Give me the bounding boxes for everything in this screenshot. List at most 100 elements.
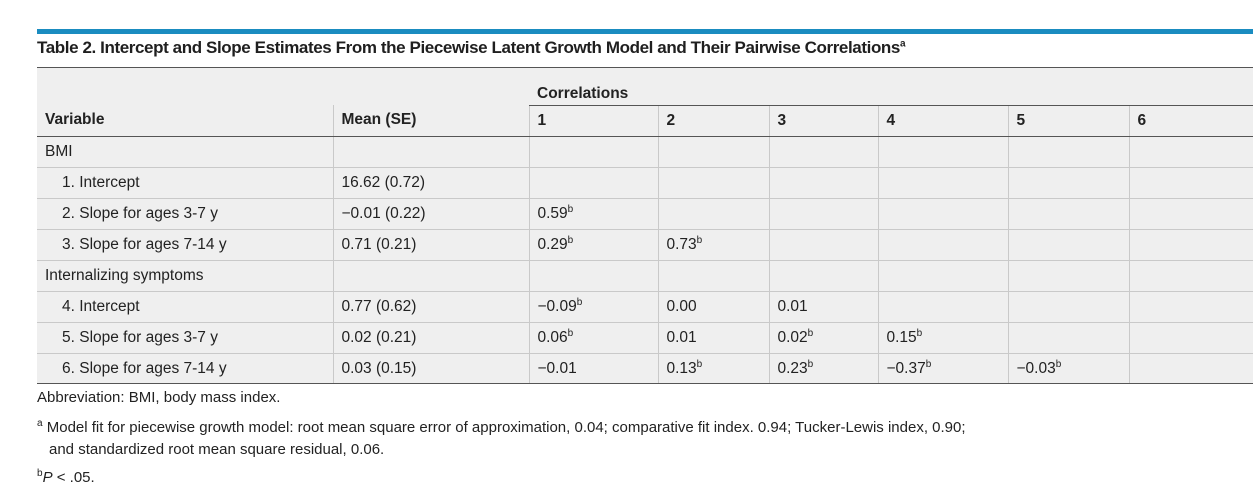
correlation-cell bbox=[1128, 228, 1254, 260]
significance-marker: b bbox=[916, 327, 923, 339]
correlation-cell bbox=[528, 166, 658, 198]
row-label: 6. Slope for ages 7-14 y bbox=[37, 352, 333, 384]
significance-marker: b bbox=[925, 358, 932, 370]
correlation-cell bbox=[877, 197, 1008, 229]
row-mean-se: 0.71 (0.21) bbox=[332, 228, 529, 260]
correlation-cell: 0.13b bbox=[657, 352, 769, 384]
table-body: Correlations Variable Mean (SE) 1 2 3 4 … bbox=[37, 68, 1254, 384]
table-title: Table 2. Intercept and Slope Estimates F… bbox=[37, 38, 906, 58]
correlation-value: 0.73 bbox=[666, 235, 697, 253]
significance-marker: b bbox=[567, 327, 574, 339]
correlation-cell bbox=[768, 197, 878, 229]
footnotes: Abbreviation: BMI, body mass index. a Mo… bbox=[37, 387, 1247, 489]
significance-marker: b bbox=[567, 203, 574, 215]
footnote-b: bP < .05. bbox=[37, 467, 1247, 489]
correlation-cell: −0.37b bbox=[877, 352, 1008, 384]
significance-marker: b bbox=[807, 327, 814, 339]
title-rule bbox=[37, 67, 1253, 68]
mean-se-header: Mean (SE) bbox=[332, 105, 529, 137]
table-title-text: Table 2. Intercept and Slope Estimates F… bbox=[37, 38, 900, 57]
correlation-cell: 0.02b bbox=[768, 321, 878, 353]
abbreviation-note: Abbreviation: BMI, body mass index. bbox=[37, 389, 281, 406]
col-header-6: 6 bbox=[1128, 105, 1254, 137]
table-row: 3. Slope for ages 7-14 y 0.71 (0.21) 0.29b… bbox=[37, 228, 1254, 260]
correlation-value: 0.06 bbox=[537, 328, 568, 346]
correlation-cell bbox=[1007, 290, 1129, 322]
table-row: 6. Slope for ages 7-14 y 0.03 (0.15) −0.01… bbox=[37, 352, 1254, 384]
footnote-b-marker: b bbox=[37, 468, 43, 479]
correlation-cell: −0.01 bbox=[528, 352, 658, 384]
significance-marker: b bbox=[807, 358, 814, 370]
correlation-value: 0.01 bbox=[666, 328, 697, 346]
row-mean-se: −0.01 (0.22) bbox=[332, 197, 529, 229]
correlation-cell bbox=[1007, 166, 1129, 198]
col-header-5: 5 bbox=[1007, 105, 1129, 137]
table-row: 2. Slope for ages 3-7 y −0.01 (0.22) 0.59b bbox=[37, 197, 1254, 229]
correlation-value: 0.00 bbox=[666, 297, 697, 315]
row-mean-se: 0.03 (0.15) bbox=[332, 352, 529, 384]
correlation-value: 0.29 bbox=[537, 235, 568, 253]
correlation-value: 0.02 bbox=[777, 328, 808, 346]
correlation-cell bbox=[877, 166, 1008, 198]
correlation-cell bbox=[1007, 228, 1129, 260]
row-label: 3. Slope for ages 7-14 y bbox=[37, 228, 333, 260]
correlation-value: −0.37 bbox=[886, 359, 926, 377]
accent-rule bbox=[37, 29, 1253, 34]
significance-marker: b bbox=[696, 234, 703, 246]
footnote-b-text: < .05. bbox=[52, 469, 95, 486]
significance-marker: b bbox=[576, 296, 583, 308]
table-title-footnote-marker: a bbox=[899, 38, 906, 50]
correlation-value: −0.01 bbox=[537, 359, 577, 377]
correlation-cell bbox=[657, 166, 769, 198]
correlation-cell: 0.29b bbox=[528, 228, 658, 260]
correlation-cell: 0.00 bbox=[657, 290, 769, 322]
footnote-a-marker: a bbox=[37, 418, 43, 429]
correlation-cell bbox=[657, 197, 769, 229]
row-label: 5. Slope for ages 3-7 y bbox=[37, 321, 333, 353]
correlation-value: 0.15 bbox=[886, 328, 917, 346]
correlation-cell bbox=[1128, 321, 1254, 353]
correlation-cell: 0.23b bbox=[768, 352, 878, 384]
correlation-cell bbox=[1128, 290, 1254, 322]
significance-marker: b bbox=[696, 358, 703, 370]
correlation-value: −0.03 bbox=[1016, 359, 1056, 377]
correlation-cell bbox=[877, 228, 1008, 260]
row-mean-se: 0.77 (0.62) bbox=[332, 290, 529, 322]
group-row: BMI bbox=[37, 136, 1254, 167]
bottom-rule bbox=[37, 383, 1253, 384]
correlation-cell: 0.15b bbox=[877, 321, 1008, 353]
header-row-2: Variable Mean (SE) 1 2 3 4 5 6 bbox=[37, 105, 1254, 137]
correlation-value: 0.13 bbox=[666, 359, 697, 377]
table-row: 1. Intercept 16.62 (0.72) bbox=[37, 166, 1254, 198]
correlations-header: Correlations bbox=[529, 68, 1254, 106]
row-label: 4. Intercept bbox=[37, 290, 333, 322]
correlation-cell bbox=[768, 166, 878, 198]
correlation-cell: 0.59b bbox=[528, 197, 658, 229]
header-row-1: Correlations bbox=[37, 68, 1254, 106]
footnote-b-p: P bbox=[42, 469, 53, 486]
correlation-cell bbox=[1007, 197, 1129, 229]
col-header-4: 4 bbox=[877, 105, 1008, 137]
correlation-value: 0.59 bbox=[537, 204, 568, 222]
correlation-cell: 0.73b bbox=[657, 228, 769, 260]
correlation-cell: 0.01 bbox=[768, 290, 878, 322]
footnote-a-line2: and standardized root mean square residu… bbox=[49, 441, 385, 458]
variable-header: Variable bbox=[37, 105, 333, 137]
significance-marker: b bbox=[567, 234, 574, 246]
significance-marker: b bbox=[1055, 358, 1062, 370]
group-label: Internalizing symptoms bbox=[37, 259, 333, 291]
table-row: 5. Slope for ages 3-7 y 0.02 (0.21) 0.06b 0… bbox=[37, 321, 1254, 353]
row-mean-se: 16.62 (0.72) bbox=[332, 166, 529, 198]
correlation-cell: 0.01 bbox=[657, 321, 769, 353]
correlation-cell bbox=[768, 228, 878, 260]
footnote-a: a Model fit for piecewise growth model: … bbox=[37, 417, 1247, 461]
correlation-value: −0.09 bbox=[537, 297, 577, 315]
correlation-value: 0.23 bbox=[777, 359, 808, 377]
correlation-cell: 0.06b bbox=[528, 321, 658, 353]
row-label: 2. Slope for ages 3-7 y bbox=[37, 197, 333, 229]
correlation-cell: −0.09b bbox=[528, 290, 658, 322]
table-row: 4. Intercept 0.77 (0.62) −0.09b 0.00 0.01 bbox=[37, 290, 1254, 322]
row-mean-se: 0.02 (0.21) bbox=[332, 321, 529, 353]
footnote-a-line1: Model fit for piecewise growth model: ro… bbox=[46, 419, 966, 436]
